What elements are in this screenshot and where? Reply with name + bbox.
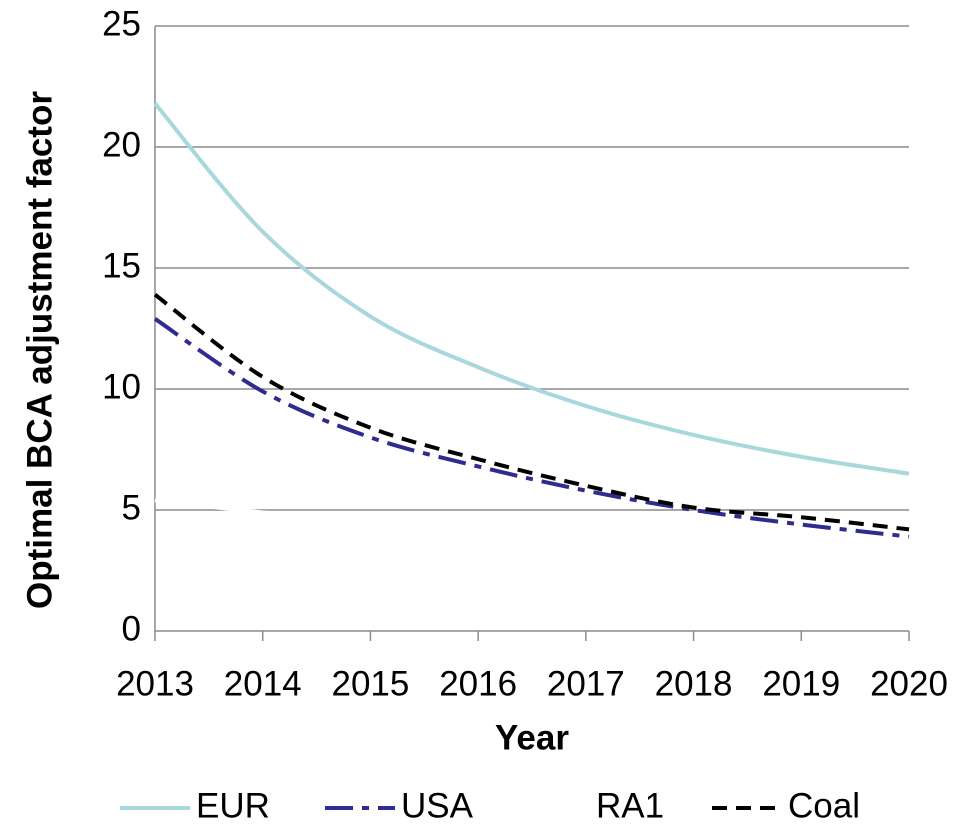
x-tick-label: 2014 bbox=[224, 664, 302, 703]
x-tick-label: 2020 bbox=[870, 664, 948, 703]
x-tick-label: 2019 bbox=[762, 664, 840, 703]
series-line bbox=[153, 102, 910, 476]
x-tick-label: 2013 bbox=[116, 664, 194, 703]
series-line bbox=[154, 498, 910, 554]
legend-label: USA bbox=[401, 786, 474, 825]
y-tick-label: 20 bbox=[102, 125, 141, 164]
series-line bbox=[153, 293, 910, 532]
legend-label: Coal bbox=[788, 786, 860, 825]
y-tick-label: 10 bbox=[102, 367, 141, 406]
x-axis-title: Year bbox=[495, 718, 569, 757]
x-tick-label: 2016 bbox=[439, 664, 517, 703]
x-tick-label: 2018 bbox=[655, 664, 733, 703]
legend-label: EUR bbox=[196, 786, 270, 825]
legend-label: RA1 bbox=[596, 786, 664, 825]
y-tick-label: 0 bbox=[122, 609, 141, 648]
x-tick-label: 2015 bbox=[331, 664, 409, 703]
y-axis-title: Optimal BCA adjustment factor bbox=[20, 91, 59, 609]
y-tick-label: 15 bbox=[102, 246, 141, 285]
y-tick-label: 25 bbox=[102, 4, 141, 43]
series-line bbox=[153, 317, 910, 539]
y-tick-label: 5 bbox=[122, 488, 141, 527]
x-tick-label: 2017 bbox=[547, 664, 625, 703]
